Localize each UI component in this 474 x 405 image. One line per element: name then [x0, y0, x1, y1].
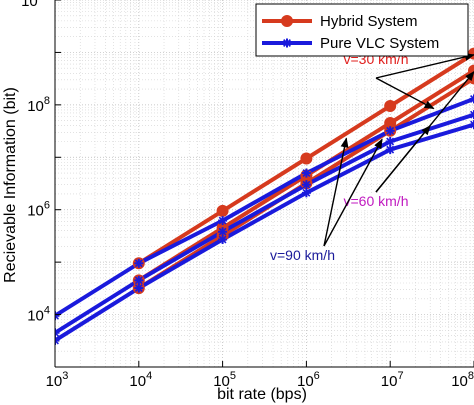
series-line [55, 97, 474, 318]
data-point-star [301, 188, 311, 198]
star-stroke [470, 113, 474, 119]
data-point-star [469, 120, 474, 130]
star-stroke [386, 145, 395, 154]
data-point-star [218, 235, 228, 245]
data-point-star [469, 110, 474, 120]
star-stroke [134, 284, 143, 293]
star-stroke [386, 137, 395, 146]
legend-box [255, 3, 469, 57]
annotation-arrow [375, 77, 435, 110]
data-point-star [55, 311, 60, 321]
data-point-star [55, 328, 60, 338]
data-point-circle [384, 100, 397, 113]
data-point-star [385, 126, 395, 136]
data-point-star [134, 258, 144, 268]
annotation-background [338, 193, 416, 210]
data-point-star [301, 180, 311, 190]
legend: Hybrid System Pure VLC System [255, 3, 469, 57]
data-point-star [385, 145, 395, 155]
x-tick-label: 108 [451, 370, 474, 390]
star-stroke [302, 180, 311, 189]
data-point-star [218, 227, 228, 237]
legend-label: Hybrid System [320, 13, 418, 30]
legend-label: Pure VLC System [320, 35, 439, 52]
star-stroke [55, 339, 59, 345]
tick-labels: 103 104 105 106 107 108 104 106 108 1010 [21, 0, 474, 390]
series-line [55, 122, 474, 343]
star-stroke [55, 336, 59, 342]
data-point-star [134, 275, 144, 285]
data-point-star [55, 336, 60, 346]
annotation-arrow [375, 124, 431, 193]
data-point-star [301, 168, 311, 178]
series-line [55, 112, 474, 335]
star-stroke [218, 216, 227, 225]
data-point-star [469, 94, 474, 104]
star-stroke [302, 188, 311, 197]
series-layer [55, 47, 474, 346]
x-tick-label: 104 [129, 370, 152, 390]
x-axis-label: bit rate (bps) [217, 386, 307, 403]
annotation-arrow [323, 137, 349, 247]
annotation-label: v=60 km/h [344, 193, 409, 209]
data-point-star [282, 38, 292, 48]
star-stroke [283, 39, 291, 47]
data-point-star [134, 283, 144, 293]
tick-marks [54, 0, 474, 368]
star-stroke [55, 314, 59, 320]
star-stroke [470, 94, 474, 101]
data-point-circle [300, 152, 313, 165]
star-stroke [470, 97, 474, 103]
star-stroke [470, 123, 474, 129]
x-tick-label: 103 [46, 370, 69, 390]
star-stroke [386, 126, 395, 135]
data-point-circle [216, 204, 229, 217]
star-stroke [134, 259, 143, 268]
minor-grid [55, 0, 474, 367]
star-stroke [470, 120, 474, 126]
star-stroke [55, 331, 59, 337]
star-stroke [55, 311, 59, 317]
star-stroke [55, 328, 59, 334]
star-stroke [134, 276, 143, 285]
x-tick-label: 106 [297, 370, 320, 390]
y-tick-label: 104 [27, 305, 50, 325]
data-point-star [218, 216, 228, 226]
annotation-arrow [323, 138, 383, 247]
y-axis-label: Recievable Information (bit) [2, 87, 19, 283]
axes [54, 0, 474, 368]
star-stroke [218, 227, 227, 236]
star-stroke [302, 169, 311, 178]
annotation-arrow [375, 53, 474, 79]
data-point-circle [281, 15, 293, 27]
y-tick-label: 106 [27, 200, 50, 220]
x-tick-label: 105 [213, 370, 236, 390]
y-tick-label: 108 [27, 95, 50, 115]
y-tick-label: 1010 [21, 0, 50, 10]
annotation-label: v=90 km/h [270, 247, 335, 263]
annotation-background [268, 247, 346, 264]
x-tick-label: 107 [381, 370, 404, 390]
star-stroke [470, 110, 474, 116]
data-point-star [385, 137, 395, 147]
star-stroke [218, 235, 227, 244]
